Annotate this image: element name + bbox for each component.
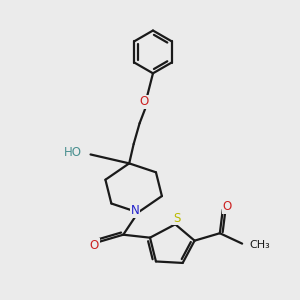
- Text: N: N: [131, 204, 140, 218]
- Text: S: S: [173, 212, 180, 225]
- Text: O: O: [90, 238, 99, 252]
- Text: O: O: [223, 200, 232, 213]
- Text: O: O: [140, 95, 149, 108]
- Text: CH₃: CH₃: [250, 240, 270, 250]
- Text: HO: HO: [64, 146, 82, 160]
